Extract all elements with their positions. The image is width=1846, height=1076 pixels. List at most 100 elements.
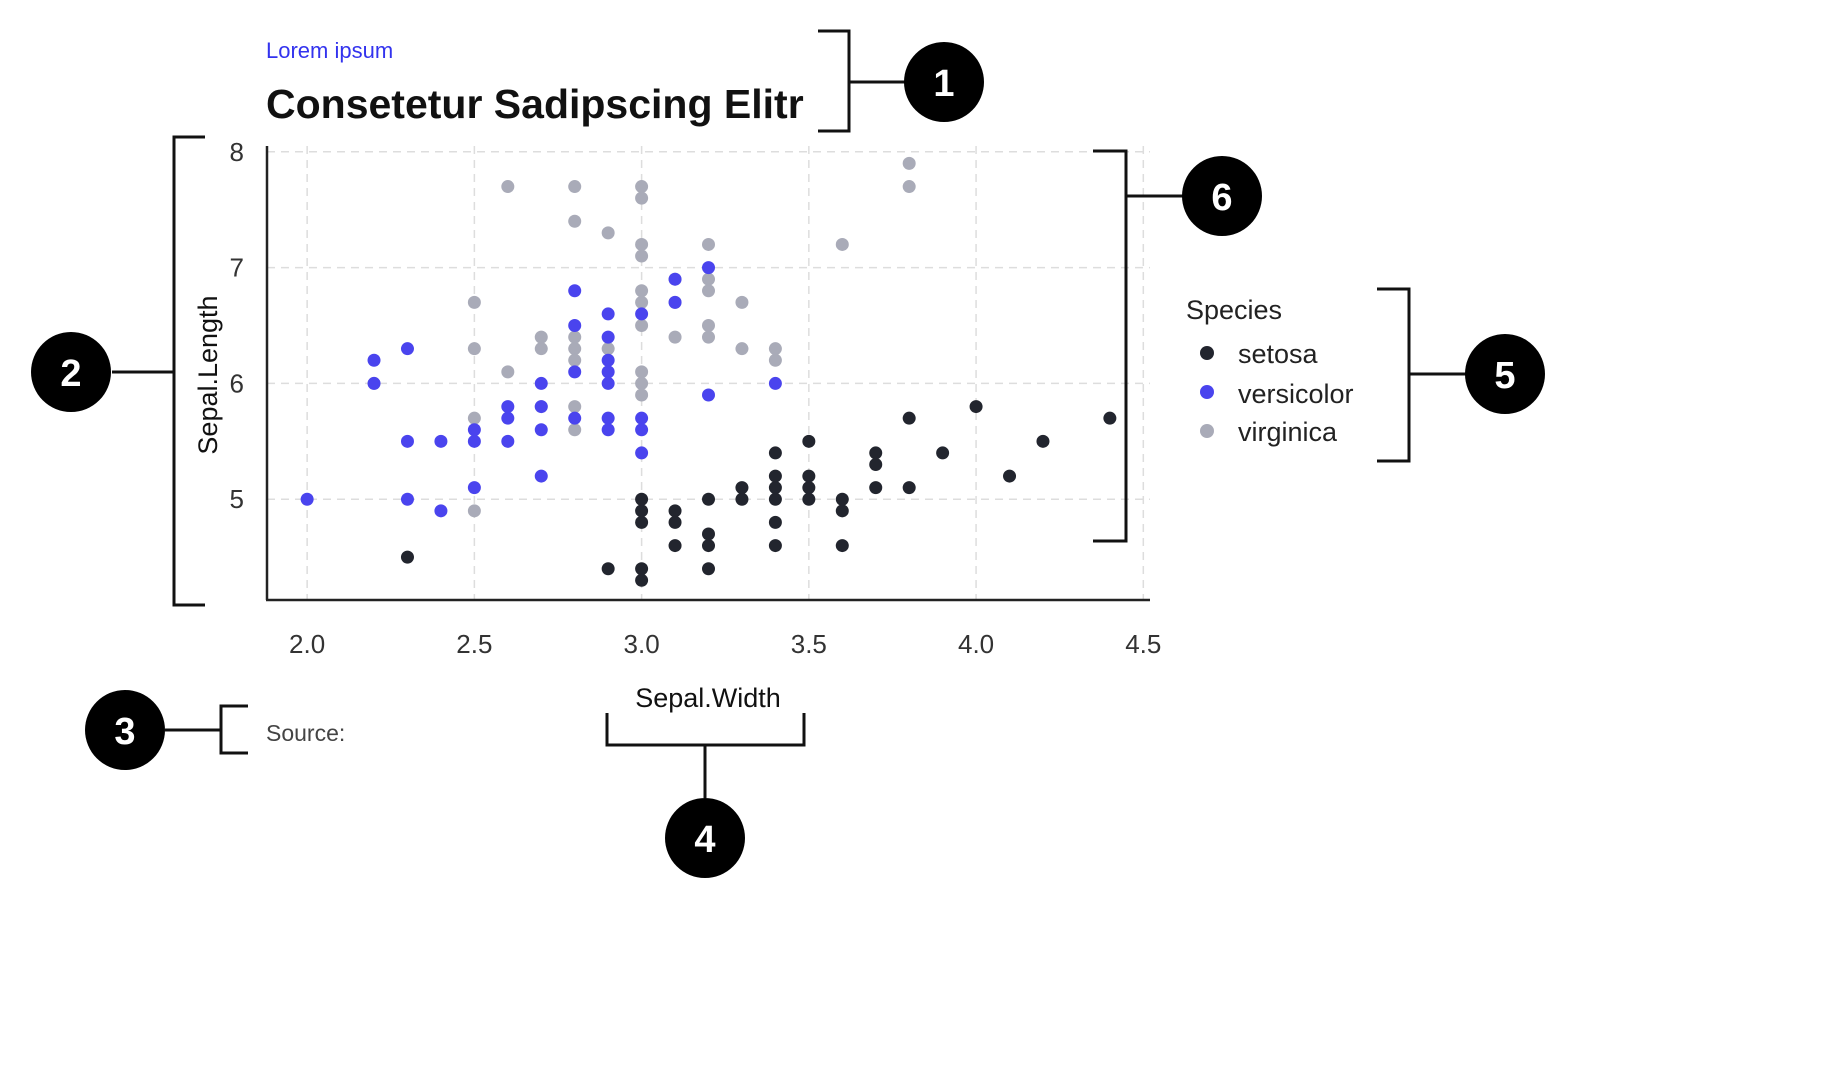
data-point-setosa xyxy=(735,481,749,495)
data-point-versicolor xyxy=(601,307,615,321)
data-point-versicolor xyxy=(534,376,548,390)
x-tick-label: 2.5 xyxy=(456,629,492,659)
y-tick-label: 8 xyxy=(230,137,244,167)
legend: Species setosa versicolor virginica xyxy=(1186,295,1354,447)
data-point-virginica xyxy=(568,180,582,194)
data-point-versicolor xyxy=(400,434,414,448)
data-point-versicolor xyxy=(635,411,649,425)
badge-circle xyxy=(85,690,165,770)
y-tick-label: 5 xyxy=(230,484,244,514)
chart-title: Consetetur Sadipscing Elitr xyxy=(266,81,804,127)
legend-label-versicolor: versicolor xyxy=(1238,379,1354,409)
data-point-setosa xyxy=(802,469,816,483)
data-point-virginica xyxy=(835,237,849,251)
source-caption: Source: xyxy=(266,720,345,746)
legend-swatch-setosa xyxy=(1200,346,1214,360)
data-point-virginica xyxy=(568,400,582,414)
data-point-setosa xyxy=(835,504,849,518)
data-point-virginica xyxy=(902,180,916,194)
x-tick-labels: 2.0 2.5 3.0 3.5 4.0 4.5 xyxy=(289,629,1161,659)
badge-circle xyxy=(665,798,745,878)
data-point-versicolor xyxy=(702,388,715,402)
data-point-setosa xyxy=(1103,411,1117,425)
data-point-versicolor xyxy=(501,400,515,414)
data-point-versicolor xyxy=(635,307,649,321)
data-point-virginica xyxy=(568,214,582,228)
data-point-virginica xyxy=(568,342,582,356)
data-point-virginica xyxy=(635,365,649,379)
data-point-setosa xyxy=(635,562,649,576)
data-point-virginica xyxy=(501,180,515,194)
data-point-versicolor xyxy=(467,434,481,448)
data-point-setosa xyxy=(668,539,682,553)
data-point-virginica xyxy=(702,319,715,333)
data-point-versicolor xyxy=(635,423,649,437)
data-point-setosa xyxy=(601,562,615,576)
data-point-setosa xyxy=(735,492,749,506)
data-point-virginica xyxy=(635,237,649,251)
x-axis-title: Sepal.Width xyxy=(635,683,781,713)
data-point-virginica xyxy=(467,295,481,309)
bracket-source xyxy=(165,704,248,755)
data-point-virginica xyxy=(635,295,649,309)
data-point-virginica xyxy=(501,365,515,379)
scatter-points xyxy=(300,156,1117,587)
data-point-virginica xyxy=(735,342,749,356)
data-point-setosa xyxy=(768,492,782,506)
data-point-versicolor xyxy=(702,261,715,275)
y-tick-label: 7 xyxy=(230,253,244,283)
data-point-versicolor xyxy=(768,376,782,390)
data-point-versicolor xyxy=(501,434,515,448)
bracket-x-axis xyxy=(605,713,806,798)
data-point-versicolor xyxy=(534,423,548,437)
data-point-virginica xyxy=(601,342,615,356)
data-point-virginica xyxy=(668,330,682,344)
y-tick-label: 6 xyxy=(230,368,244,398)
data-point-versicolor xyxy=(400,342,414,356)
data-point-virginica xyxy=(735,295,749,309)
x-tick-label: 4.0 xyxy=(958,629,994,659)
badge-5: 5 xyxy=(1465,334,1545,414)
data-point-virginica xyxy=(702,284,715,298)
legend-swatch-versicolor xyxy=(1200,385,1214,399)
data-point-versicolor xyxy=(501,411,515,425)
x-tick-label: 3.5 xyxy=(791,629,827,659)
data-point-versicolor xyxy=(467,423,481,437)
badge-number: 3 xyxy=(114,711,135,753)
data-point-setosa xyxy=(936,446,950,460)
badge-number: 5 xyxy=(1494,355,1515,397)
y-axis-title: Sepal.Length xyxy=(193,295,223,454)
data-point-virginica xyxy=(467,504,481,518)
bracket-plot-area xyxy=(1093,149,1183,543)
badge-number: 2 xyxy=(60,353,81,395)
data-point-versicolor xyxy=(568,411,582,425)
data-point-setosa xyxy=(668,515,682,529)
data-point-versicolor xyxy=(534,469,548,483)
data-point-versicolor xyxy=(601,411,615,425)
data-point-setosa xyxy=(768,469,782,483)
data-point-setosa xyxy=(902,481,916,495)
data-point-virginica xyxy=(635,249,649,263)
data-point-versicolor xyxy=(568,284,582,298)
badge-3: 3 xyxy=(85,690,165,770)
data-point-versicolor xyxy=(300,492,314,506)
data-point-setosa xyxy=(802,492,816,506)
badge-circle xyxy=(904,42,984,122)
badge-circle xyxy=(1182,156,1262,236)
data-point-virginica xyxy=(534,330,548,344)
data-point-versicolor xyxy=(601,365,615,379)
badge-2: 2 xyxy=(31,332,111,412)
data-point-virginica xyxy=(768,353,782,367)
data-point-virginica xyxy=(635,388,649,402)
data-point-versicolor xyxy=(601,330,615,344)
legend-label-virginica: virginica xyxy=(1238,417,1338,447)
data-point-virginica xyxy=(635,319,649,333)
data-point-versicolor xyxy=(534,400,548,414)
bracket-legend xyxy=(1377,287,1466,463)
data-point-virginica xyxy=(534,342,548,356)
x-tick-label: 3.0 xyxy=(624,629,660,659)
badge-number: 6 xyxy=(1211,177,1232,219)
data-point-virginica xyxy=(568,330,582,344)
data-point-setosa xyxy=(702,562,715,576)
y-tick-labels: 5 6 7 8 xyxy=(230,137,244,514)
